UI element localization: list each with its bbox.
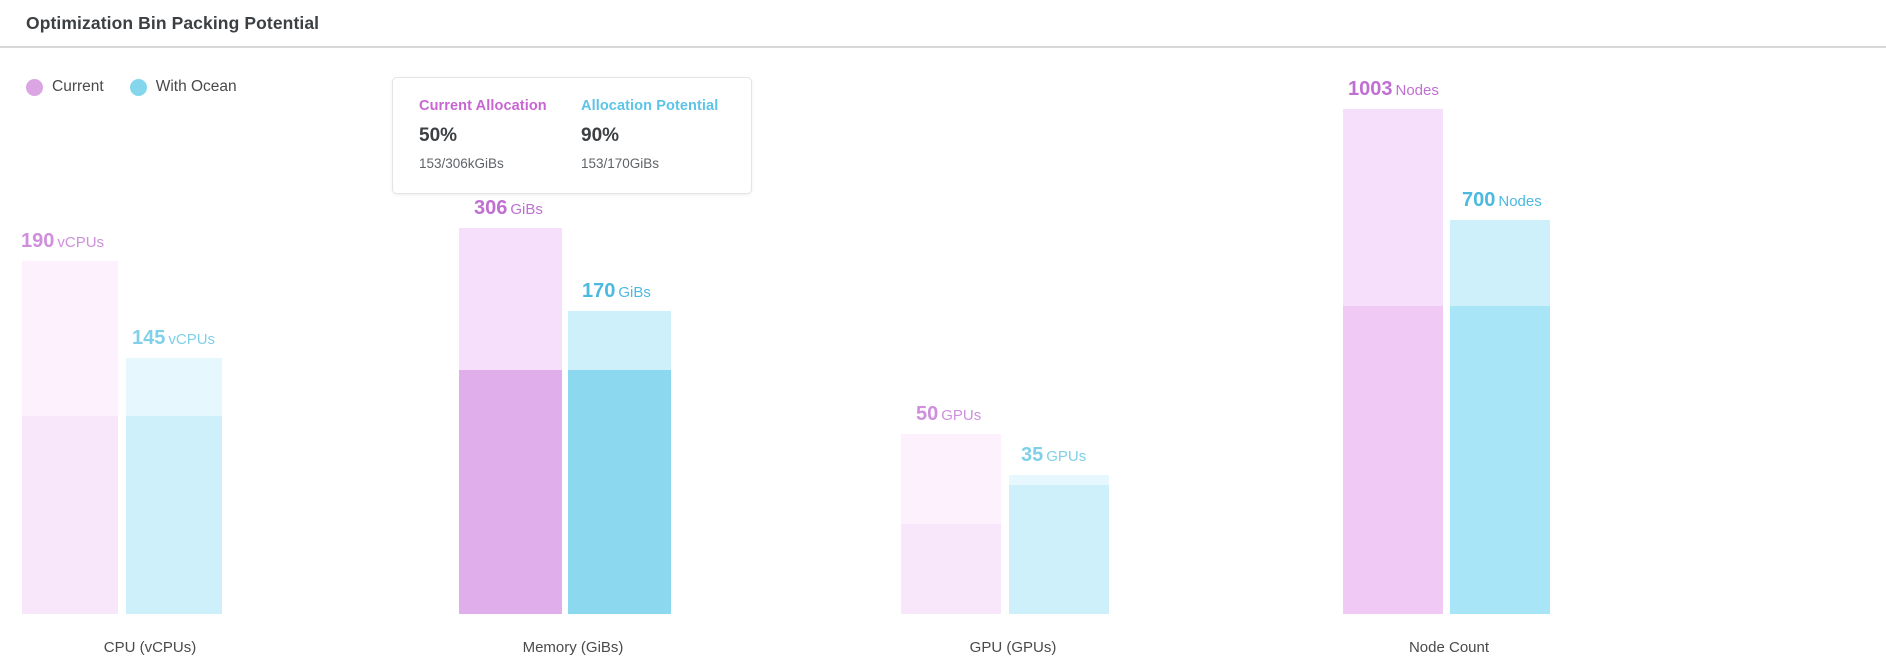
bar-value: 306 xyxy=(474,197,508,219)
bar-unit: Nodes xyxy=(1498,193,1542,210)
bar-value: 700 xyxy=(1462,189,1496,211)
bar-group-gpu: 50 GPUs 35 GPUs GPU (GPUs) xyxy=(874,46,1152,666)
bar-label-memory-current: 306 GiBs xyxy=(474,197,694,220)
allocation-tooltip: Current Allocation 50% 153/306kGiBs Allo… xyxy=(392,77,752,194)
axis-label-gpu: GPU (GPUs) xyxy=(969,639,1057,656)
axis-label-memory: Memory (GiBs) xyxy=(522,639,624,656)
bar-label-cpu-ocean: 145 vCPUs xyxy=(132,327,352,350)
tooltip-current-detail: 153/306kGiBs xyxy=(419,156,504,171)
bar-segment-headroom xyxy=(1450,220,1550,306)
bar-value: 50 xyxy=(916,403,939,425)
bar-node-current[interactable]: 1003 Nodes xyxy=(1343,78,1443,614)
panel-header: Optimization Bin Packing Potential xyxy=(0,0,1886,46)
bar-segment-headroom xyxy=(568,311,671,370)
tooltip-potential-detail: 153/170GiBs xyxy=(581,156,660,171)
bar-group-cpu: 190 vCPUs 145 vCPUs CPU (vCPUs) xyxy=(0,46,300,666)
bar-segment-used xyxy=(1343,306,1443,614)
bar-segment-used xyxy=(1450,306,1550,614)
axis-label-cpu: CPU (vCPUs) xyxy=(103,639,197,656)
legend-label-with-ocean: With Ocean xyxy=(155,78,237,95)
bar-memory-ocean[interactable]: 170 GiBs xyxy=(568,280,671,614)
bar-value: 170 xyxy=(582,280,616,302)
tooltip-column-current: Current Allocation 50% 153/306kGiBs xyxy=(419,98,581,193)
bar-segment-used xyxy=(901,524,1001,614)
bar-label-gpu-current: 50 GPUs xyxy=(916,403,1136,426)
bar-cpu-current[interactable]: 190 vCPUs xyxy=(21,230,118,614)
tooltip-current-heading: Current Allocation xyxy=(419,98,547,114)
bar-group-memory: 306 GiBs 170 GiBs Memory (GiBs) xyxy=(430,46,716,666)
tooltip-potential-percent: 90% xyxy=(581,125,620,146)
bar-label-memory-ocean: 170 GiBs xyxy=(582,280,802,303)
bar-memory-current[interactable]: 306 GiBs xyxy=(459,197,562,614)
legend-item-current[interactable]: Current xyxy=(26,78,104,96)
tooltip-column-potential: Allocation Potential 90% 153/170GiBs xyxy=(581,98,743,193)
bar-label-gpu-ocean: 35 GPUs xyxy=(1021,444,1241,467)
bar-segment-headroom xyxy=(1009,475,1109,485)
bar-unit: GPUs xyxy=(1046,448,1087,465)
legend-label-current: Current xyxy=(52,78,104,95)
bar-segment-headroom xyxy=(1343,109,1443,306)
bar-label-cpu-current: 190 vCPUs xyxy=(21,230,241,253)
bar-segment-used xyxy=(22,416,118,614)
plot-area: 190 vCPUs 145 vCPUs CPU (vCPUs) xyxy=(0,46,1886,666)
chart-legend: Current With Ocean xyxy=(26,76,237,98)
bar-gpu-current[interactable]: 50 GPUs xyxy=(901,403,1001,614)
bar-value: 1003 xyxy=(1348,78,1393,100)
bar-value: 35 xyxy=(1021,444,1044,466)
bar-segment-headroom xyxy=(459,228,562,370)
bar-segment-used xyxy=(126,416,222,614)
bar-cpu-ocean[interactable]: 145 vCPUs xyxy=(126,327,222,614)
tooltip-current-percent: 50% xyxy=(419,125,458,146)
legend-dot-with-ocean-icon xyxy=(129,78,147,96)
bar-node-ocean[interactable]: 700 Nodes xyxy=(1450,189,1550,614)
bar-unit: GiBs xyxy=(618,284,651,301)
bar-segment-headroom xyxy=(901,434,1001,524)
header-divider xyxy=(0,46,1886,48)
bars-memory: 306 GiBs 170 GiBs xyxy=(430,69,716,614)
bars-cpu: 190 vCPUs 145 vCPUs xyxy=(0,69,300,614)
bars-node-count: 1003 Nodes 700 Nodes xyxy=(1310,69,1588,614)
tooltip-potential-heading: Allocation Potential xyxy=(581,98,719,114)
bar-segment-headroom xyxy=(126,358,222,416)
legend-dot-current-icon xyxy=(26,78,43,96)
bar-unit: vCPUs xyxy=(168,331,216,348)
page-title: Optimization Bin Packing Potential xyxy=(26,12,320,33)
bar-unit: GiBs xyxy=(510,201,543,218)
bar-unit: vCPUs xyxy=(57,234,105,251)
legend-item-with-ocean[interactable]: With Ocean xyxy=(129,78,237,96)
bar-value: 190 xyxy=(21,230,55,252)
bar-gpu-ocean[interactable]: 35 GPUs xyxy=(1009,444,1109,614)
bars-gpu: 50 GPUs 35 GPUs xyxy=(874,69,1152,614)
bar-value: 145 xyxy=(132,327,166,349)
axis-label-node-count: Node Count xyxy=(1408,639,1490,656)
bar-group-node-count: 1003 Nodes 700 Nodes Node Count xyxy=(1310,46,1588,666)
bar-segment-used xyxy=(459,370,562,614)
bar-segment-used xyxy=(568,370,671,614)
bar-unit: GPUs xyxy=(941,407,982,424)
bar-segment-used xyxy=(1009,485,1109,614)
bar-unit: Nodes xyxy=(1395,82,1439,99)
bar-label-node-ocean: 700 Nodes xyxy=(1462,189,1682,212)
bar-segment-headroom xyxy=(22,261,118,416)
bar-label-node-current: 1003 Nodes xyxy=(1348,78,1568,101)
